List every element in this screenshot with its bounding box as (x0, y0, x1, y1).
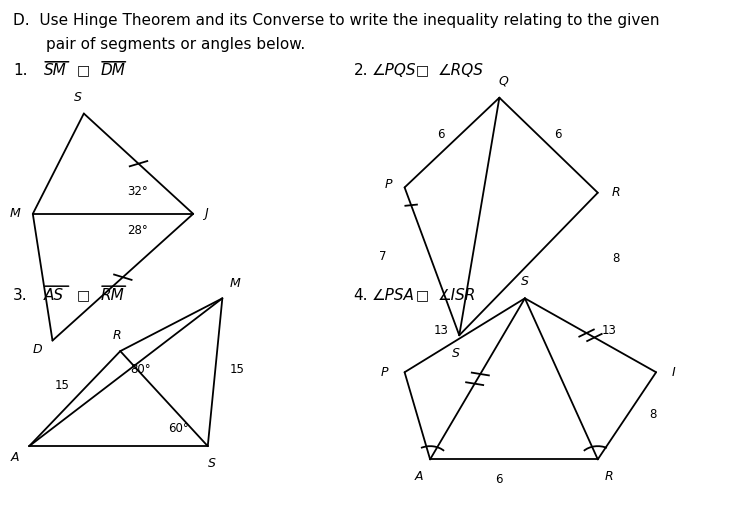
Text: 4.: 4. (354, 288, 368, 303)
Text: □: □ (77, 63, 90, 78)
Text: 8: 8 (649, 408, 656, 421)
Text: □: □ (77, 288, 90, 302)
Text: □: □ (416, 288, 429, 302)
Text: R: R (112, 328, 121, 342)
Text: P: P (385, 178, 392, 191)
Text: □: □ (416, 63, 429, 78)
Text: ∠ISR: ∠ISR (437, 288, 476, 303)
Text: P: P (381, 366, 389, 379)
Text: I: I (672, 366, 676, 379)
Text: AS: AS (44, 288, 63, 303)
Text: S: S (74, 91, 82, 104)
Text: M: M (230, 277, 241, 290)
Text: DM: DM (101, 63, 125, 78)
Text: D.  Use Hinge Theorem and its Converse to write the inequality relating to the g: D. Use Hinge Theorem and its Converse to… (13, 13, 660, 28)
Text: 2.: 2. (354, 63, 368, 78)
Text: 15: 15 (230, 363, 244, 376)
Text: 15: 15 (55, 379, 69, 392)
Text: Q: Q (498, 74, 508, 87)
Text: R: R (604, 470, 613, 483)
Text: RM: RM (101, 288, 125, 303)
Text: 6: 6 (496, 473, 503, 486)
Text: 32°: 32° (128, 185, 148, 198)
Text: 13: 13 (434, 324, 448, 336)
Text: 6: 6 (554, 128, 561, 141)
Text: 13: 13 (601, 324, 616, 336)
Text: M: M (9, 208, 20, 220)
Text: ∠RQS: ∠RQS (437, 63, 483, 78)
Text: S: S (208, 457, 215, 470)
Text: 6: 6 (437, 128, 445, 141)
Text: ∠PQS: ∠PQS (372, 63, 416, 78)
Text: SM: SM (44, 63, 66, 78)
Text: 7: 7 (379, 250, 386, 262)
Text: S: S (452, 347, 459, 360)
Text: 28°: 28° (128, 224, 148, 238)
Text: A: A (10, 451, 19, 465)
Text: A: A (415, 470, 424, 483)
Text: 3.: 3. (13, 288, 28, 303)
Text: ∠PSA: ∠PSA (372, 288, 415, 303)
Text: 8: 8 (612, 252, 620, 265)
Text: D: D (33, 343, 43, 356)
Text: 1.: 1. (13, 63, 28, 78)
Text: J: J (204, 208, 208, 220)
Text: pair of segments or angles below.: pair of segments or angles below. (46, 37, 305, 52)
Text: R: R (612, 186, 620, 199)
Text: 80°: 80° (130, 363, 150, 376)
Text: S: S (521, 275, 529, 288)
Text: 60°: 60° (168, 422, 188, 436)
